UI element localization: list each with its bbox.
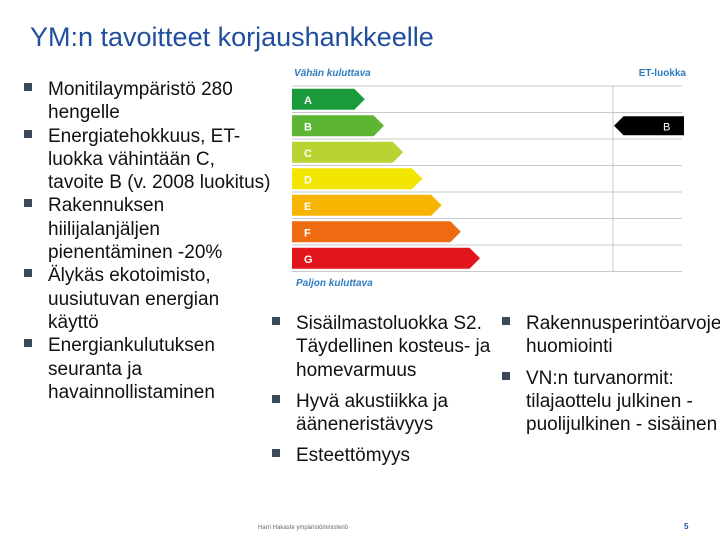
bullet-icon [24,269,32,278]
list-item: Älykäs ekotoimisto, uusiutuvan energian … [22,264,272,334]
bullet-icon [24,339,32,348]
energy-class-bar-d [292,168,423,190]
energy-class-letter-b: B [304,121,312,133]
slide-title: YM:n tavoitteet korjaushankkeelle [30,22,434,52]
list-item: Monitilaympäristö 280 hengelle [22,78,272,125]
energy-class-letter-c: C [304,148,312,160]
energy-class-bar-b [292,115,384,137]
chart-right-label: ET-luokka [638,68,686,79]
list-item: Esteettömyys [270,444,510,467]
bullet-icon [502,371,510,380]
chart-bottom-label: Paljon kuluttava [296,278,373,289]
energy-class-letter-e: E [304,201,311,213]
footer-text: Harri Hakaste ympäristöministeriö [258,525,349,531]
bullet-list-middle: Sisäilmastoluokka S2. Täydellinen kosteu… [270,312,510,476]
list-item: Energiankulutuksen seuranta ja havainnol… [22,334,272,404]
energy-class-letter-d: D [304,174,312,186]
energy-class-bar-c [292,141,404,163]
bullet-icon [272,394,280,403]
bullet-icon [24,83,32,91]
energy-class-bar-a [292,88,365,110]
page-number: 5 [684,522,689,531]
list-item: Sisäilmastoluokka S2. Täydellinen kosteu… [270,312,510,382]
energy-class-letter-f: F [304,227,311,239]
chart-top-label: Vähän kuluttava [294,68,371,79]
energy-class-indicator [614,116,684,136]
energy-class-letter-g: G [304,254,313,266]
bullet-icon [24,199,32,208]
list-item: Hyvä akustiikka ja ääneneristävyys [270,390,510,437]
list-item: Rakennuksen hiilijalanjäljen pienentämin… [22,194,272,264]
energy-class-bar-f [292,221,461,243]
bullet-icon [272,449,280,458]
bullet-list-left: Monitilaympäristö 280 hengelle Energiate… [22,78,272,404]
energy-class-graphic: A B C D E F G B [292,85,684,272]
bullet-icon [502,317,510,325]
bullet-icon [24,129,32,138]
energy-class-bar-e [292,194,442,216]
energy-class-indicator-label: B [663,121,670,133]
list-item: Rakennusperintöarvojen huomiointi [500,312,720,359]
list-item: VN:n turvanormit: tilajaottelu julkinen … [500,367,720,437]
energy-class-bar-g [292,247,480,269]
energy-class-letter-a: A [304,95,312,107]
energy-class-chart: Vähän kuluttava ET-luokka A B C D E F G B Paljo… [286,64,686,294]
list-item: Energiatehokkuus, ET-luokka vähintään C,… [22,125,272,195]
bullet-icon [272,317,280,325]
bullet-list-right: Rakennusperintöarvojen huomiointi VN:n t… [500,312,720,444]
